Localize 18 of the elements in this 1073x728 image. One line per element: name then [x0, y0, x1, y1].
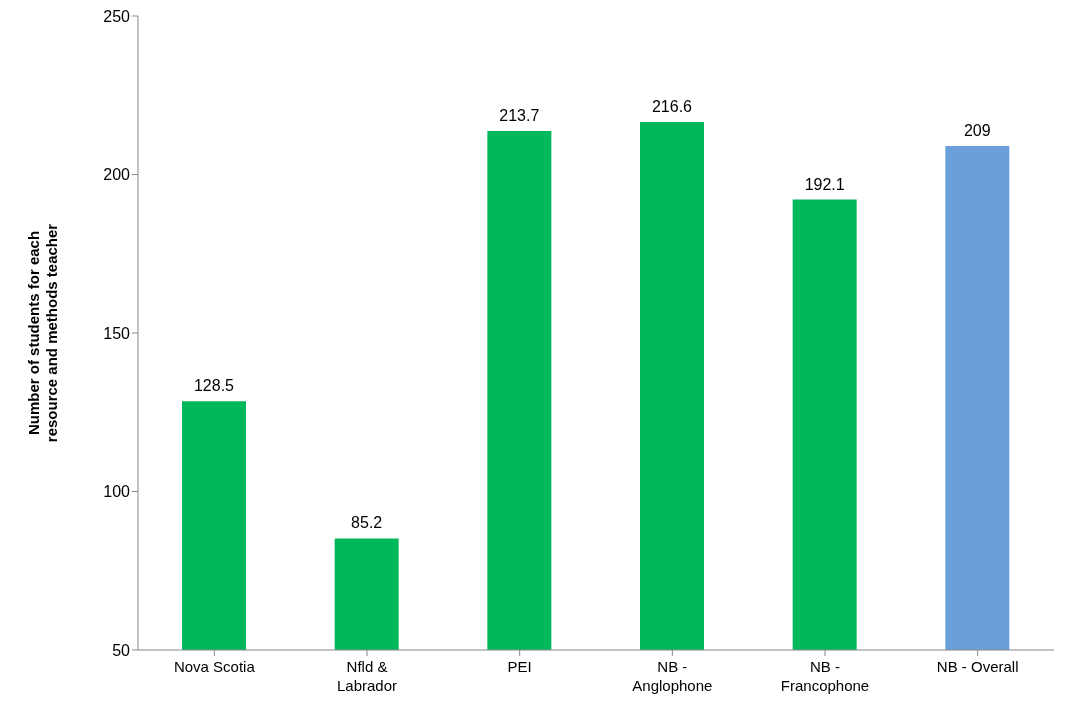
- data-label: 85.2: [351, 514, 383, 532]
- y-tick-label: 250: [103, 7, 131, 25]
- x-tick-label: NB - Francophone: [780, 658, 870, 694]
- x-tick-label: NB - Anglophone: [632, 658, 713, 694]
- x-tick-label: Nova Scotia: [173, 658, 256, 675]
- x-tick-label: NB - Overall: [936, 658, 1019, 675]
- y-tick-label: 50: [112, 641, 131, 659]
- data-label: 128.5: [193, 377, 235, 395]
- y-tick-label: 150: [103, 324, 131, 342]
- y-tick-label: 100: [103, 483, 131, 501]
- y-tick-label: 200: [103, 166, 131, 184]
- y-axis-title: Number of students for each resource and methods teacher: [25, 223, 60, 443]
- data-label: 213.7: [499, 107, 540, 125]
- x-tick-label: PEI: [507, 658, 532, 675]
- x-tick-label: Nfld & Labrador: [336, 658, 398, 694]
- data-label: 192.1: [804, 175, 845, 193]
- data-label: 216.6: [651, 97, 693, 115]
- data-label: 209: [963, 121, 991, 139]
